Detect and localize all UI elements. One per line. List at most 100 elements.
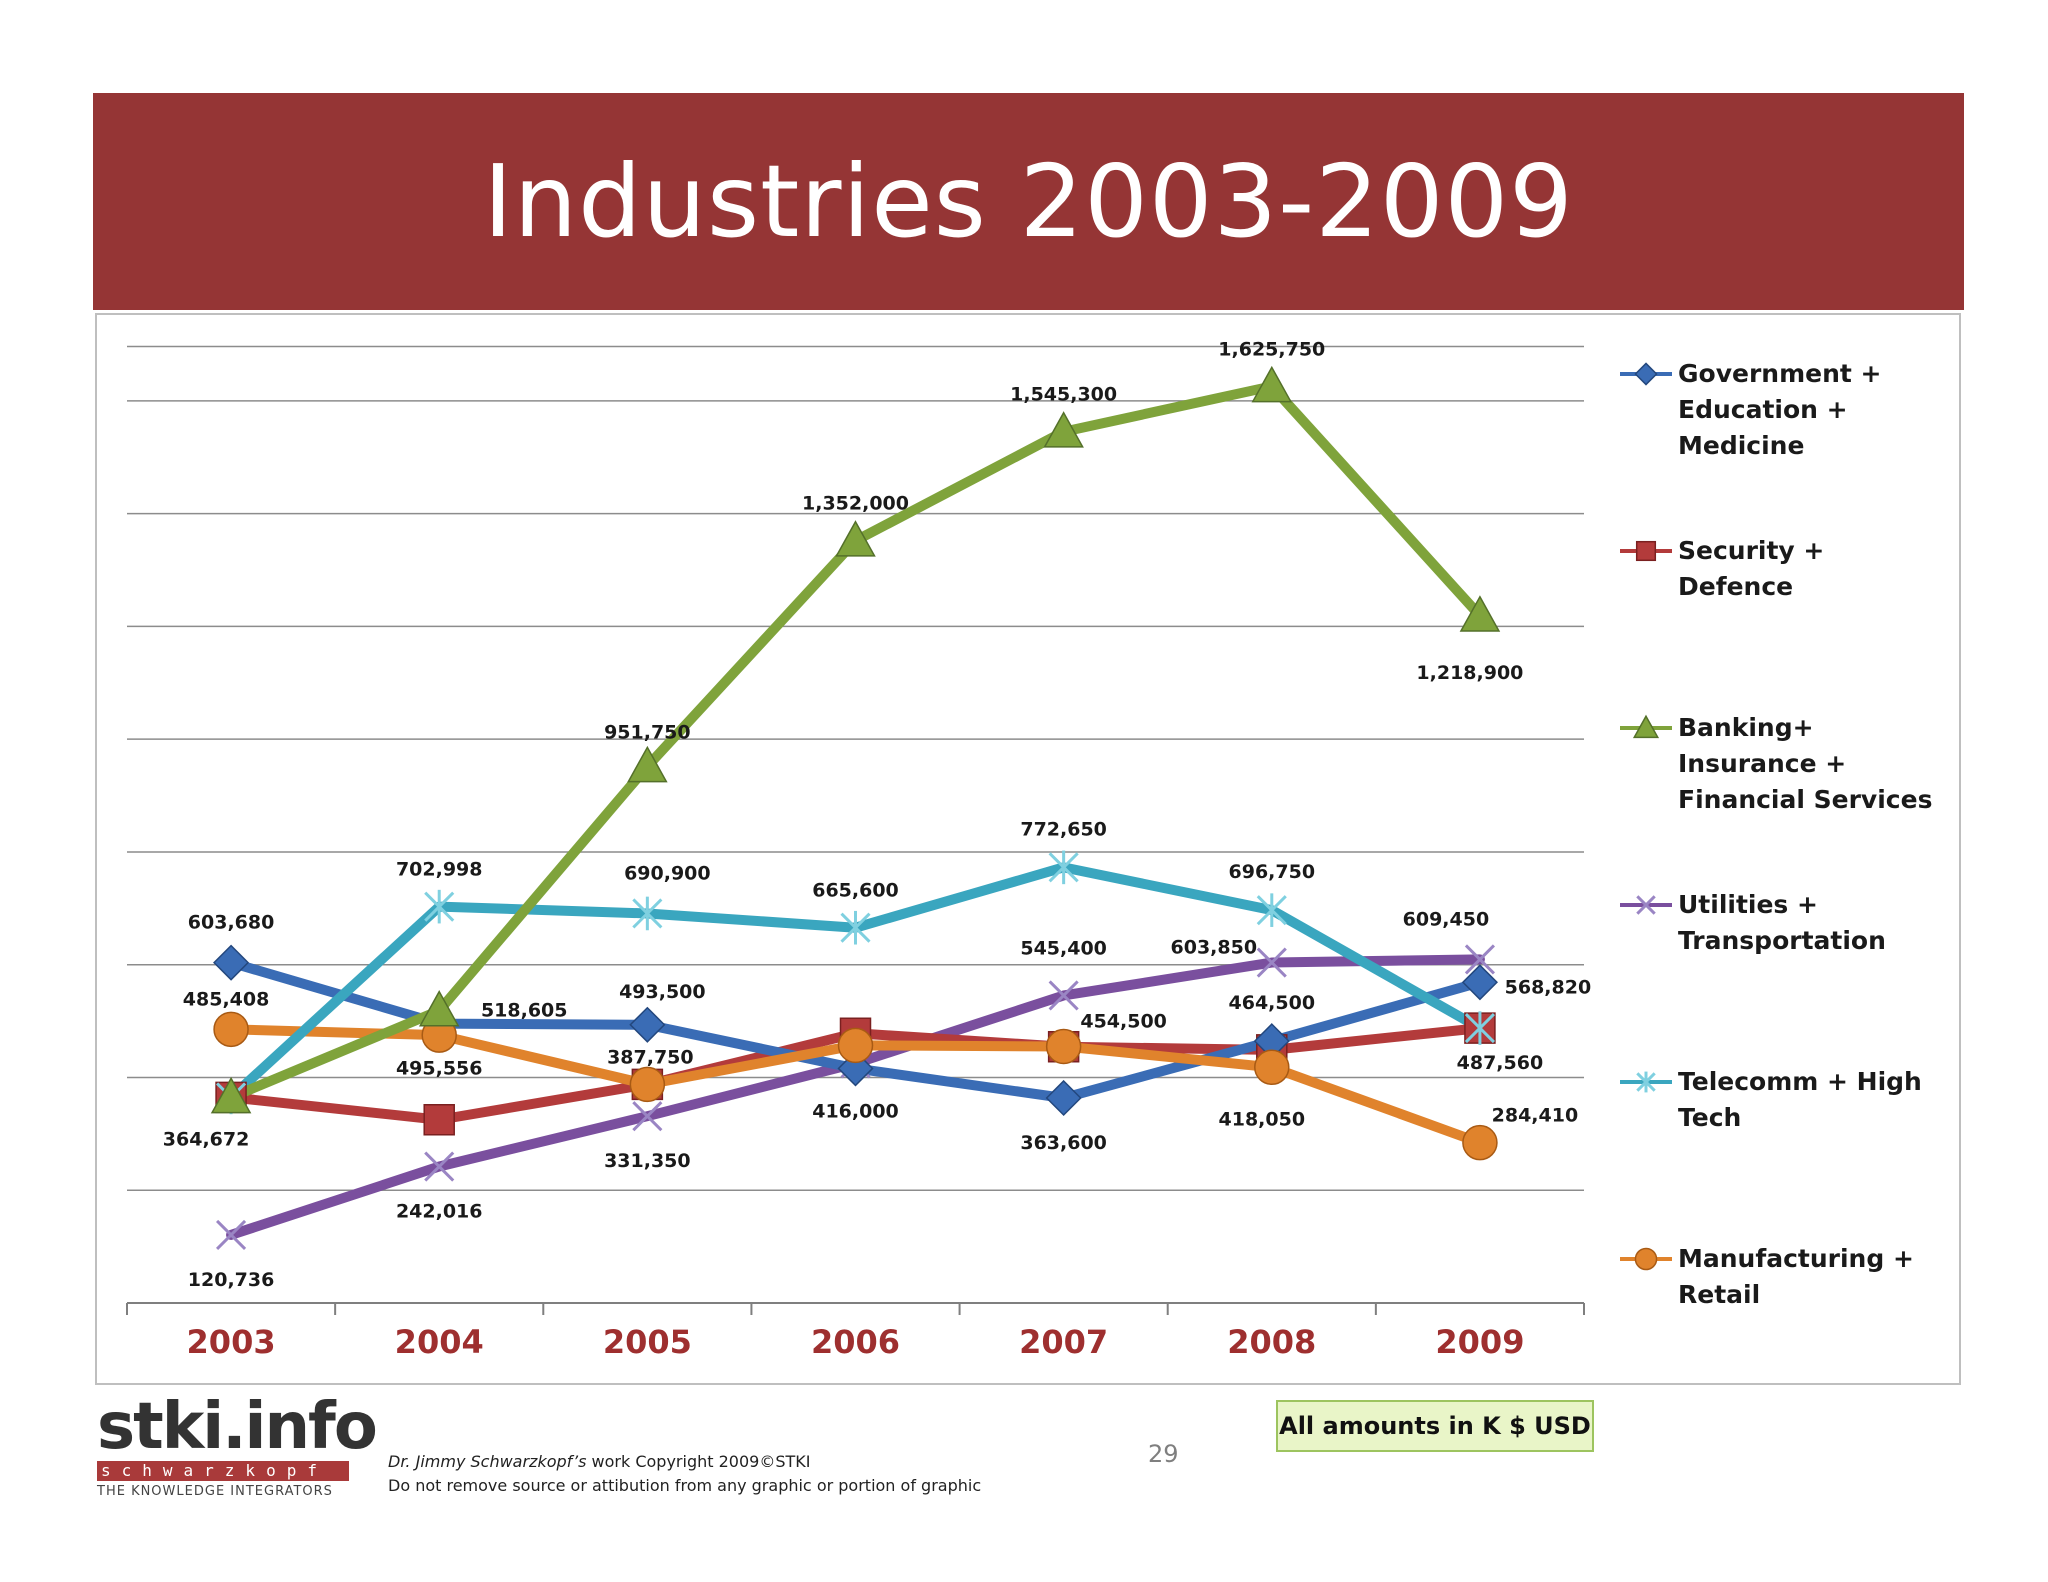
x-tick-label: 2009: [1435, 1323, 1524, 1361]
data-point: [1045, 1079, 1082, 1117]
data-point: [418, 990, 460, 1027]
copyright-line2: Do not remove source or attibution from …: [388, 1476, 982, 1495]
data-label: 487,560: [1457, 1052, 1544, 1074]
data-point: [210, 1076, 252, 1114]
data-label: 464,500: [1229, 992, 1316, 1014]
data-label: 485,408: [183, 988, 270, 1010]
legend-star-marker-icon: [1620, 1071, 1672, 1093]
data-label: 493,500: [619, 981, 706, 1003]
chart-frame: 2003 2004 2005 2006 2007 2008 2009 603,680 495,5…: [95, 313, 1961, 1385]
legend-label: Government + Education + Medicine: [1678, 359, 1882, 460]
legend-item-government: Government + Education + Medicine: [1618, 356, 1948, 464]
legend-item-telecomm: Telecomm + High Tech: [1618, 1064, 1948, 1136]
data-label: 603,680: [188, 912, 275, 934]
data-point: [1459, 595, 1501, 632]
data-point: [632, 896, 663, 931]
data-point: [1251, 365, 1293, 403]
data-label: 242,016: [396, 1201, 483, 1223]
x-tick-label: 2007: [1019, 1323, 1108, 1361]
logo-wordmark: stki.info: [97, 1390, 378, 1464]
x-tick-label: 2006: [811, 1323, 900, 1361]
x-tick-label: 2003: [187, 1323, 276, 1361]
data-point: [1048, 980, 1079, 1011]
legend-item-security: Security + Defence: [1618, 533, 1948, 605]
legend-label: Telecomm + High Tech: [1678, 1067, 1922, 1132]
logo-subtitle: schwarzkopf: [97, 1461, 349, 1481]
legend-label: Manufacturing + Retail: [1678, 1244, 1914, 1309]
data-label: 545,400: [1020, 937, 1107, 959]
data-point: [840, 910, 871, 945]
data-label: 702,998: [396, 859, 483, 881]
data-label: 495,556: [396, 1058, 483, 1080]
data-point: [213, 1011, 249, 1048]
legend-x-marker-icon: [1620, 895, 1672, 915]
x-tick-label: 2005: [603, 1323, 692, 1361]
data-label: 363,600: [1020, 1132, 1107, 1154]
data-point: [1043, 411, 1084, 448]
legend-label: Utilities + Transportation: [1678, 890, 1886, 955]
data-label: 364,672: [163, 1128, 250, 1150]
title-band: Industries 2003-2009: [93, 93, 1964, 310]
legend-label: Security + Defence: [1678, 536, 1825, 601]
data-label: 416,000: [812, 1100, 899, 1122]
data-label: 1,218,900: [1416, 662, 1523, 684]
legend-square-marker-icon: [1620, 540, 1672, 562]
data-label: 331,350: [604, 1150, 691, 1172]
data-point: [423, 1104, 455, 1136]
x-tick-label: 2004: [395, 1323, 484, 1361]
legend-item-banking: Banking+ Insurance + Financial Services: [1618, 710, 1948, 818]
data-label: 772,650: [1020, 818, 1107, 840]
data-label: 568,820: [1505, 976, 1592, 998]
legend-circle-marker-icon: [1620, 1247, 1672, 1271]
data-point: [216, 1219, 247, 1250]
data-point: [1045, 1028, 1082, 1065]
data-point: [1254, 1049, 1290, 1086]
logo-tagline: THE KNOWLEDGE INTEGRATORS: [97, 1484, 333, 1499]
data-point: [835, 520, 876, 557]
data-label: 609,450: [1403, 908, 1490, 930]
data-label: 665,600: [812, 880, 899, 902]
data-point: [632, 1101, 663, 1132]
legend-diamond-marker-icon: [1620, 362, 1672, 386]
data-label: 418,050: [1219, 1108, 1306, 1130]
copyright-rest: work Copyright 2009©STKI: [586, 1452, 811, 1471]
data-point: [1464, 1011, 1495, 1045]
data-point: [424, 1151, 455, 1182]
legend-item-utilities: Utilities + Transportation: [1618, 887, 1948, 959]
data-label: 284,410: [1492, 1105, 1579, 1127]
data-point: [1256, 893, 1287, 927]
data-point: [1462, 1124, 1498, 1161]
stki-logo: stki.info schwarzkopf THE KNOWLEDGE INTE…: [97, 1390, 378, 1499]
data-point: [837, 1027, 874, 1064]
data-point: [424, 889, 455, 924]
data-point: [1464, 944, 1495, 975]
data-label: 1,545,300: [1010, 384, 1117, 406]
data-point: [629, 1006, 666, 1043]
data-point: [1048, 850, 1079, 885]
data-label: 454,500: [1080, 1011, 1167, 1033]
data-point: [1461, 964, 1498, 1001]
legend-item-manufacturing: Manufacturing + Retail: [1618, 1241, 1948, 1313]
chart-legend: Government + Education + Medicine Securi…: [1618, 356, 1958, 1316]
page-number: 29: [1148, 1440, 1179, 1468]
data-point: [213, 944, 250, 981]
data-label: 387,750: [607, 1046, 694, 1068]
copyright-author: Dr. Jimmy Schwarzkopf’s: [388, 1452, 587, 1471]
data-label: 518,605: [481, 1000, 568, 1022]
legend-label: Banking+ Insurance + Financial Services: [1678, 713, 1933, 814]
data-label: 1,625,750: [1218, 338, 1325, 360]
x-tick-label: 2008: [1227, 1323, 1316, 1361]
units-note: All amounts in K $ USD: [1276, 1400, 1594, 1452]
data-label: 120,736: [188, 1269, 275, 1291]
slide-title: Industries 2003-2009: [483, 143, 1574, 260]
data-label: 1,352,000: [802, 493, 909, 515]
data-label: 696,750: [1229, 861, 1316, 883]
line-chart: 2003 2004 2005 2006 2007 2008 2009 603,680 495,5…: [126, 338, 1592, 1361]
data-point: [1256, 947, 1287, 978]
legend-triangle-marker-icon: [1620, 714, 1672, 739]
data-label: 690,900: [624, 862, 711, 884]
data-label: 951,750: [604, 721, 691, 743]
data-label: 603,850: [1171, 937, 1258, 959]
copyright-note: Dr. Jimmy Schwarzkopf’s work Copyright 2…: [388, 1450, 981, 1498]
data-point: [629, 1066, 666, 1103]
